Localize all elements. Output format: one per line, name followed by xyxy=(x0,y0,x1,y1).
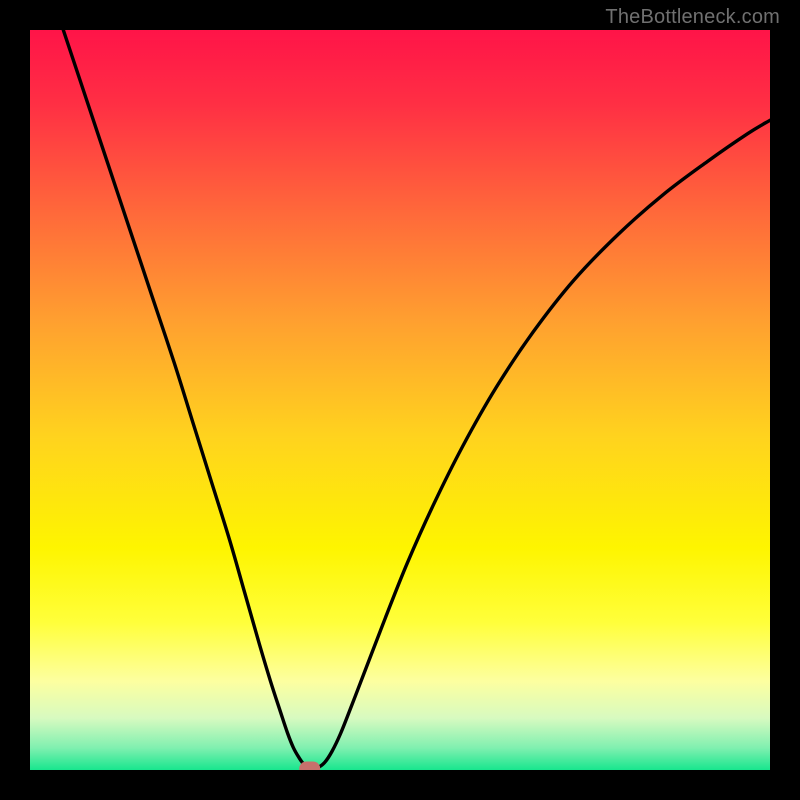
bottleneck-chart: TheBottleneck.com xyxy=(0,0,800,800)
chart-svg xyxy=(0,0,800,800)
watermark-text: TheBottleneck.com xyxy=(605,6,780,29)
